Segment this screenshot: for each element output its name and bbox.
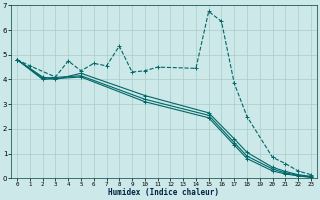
- X-axis label: Humidex (Indice chaleur): Humidex (Indice chaleur): [108, 188, 220, 197]
